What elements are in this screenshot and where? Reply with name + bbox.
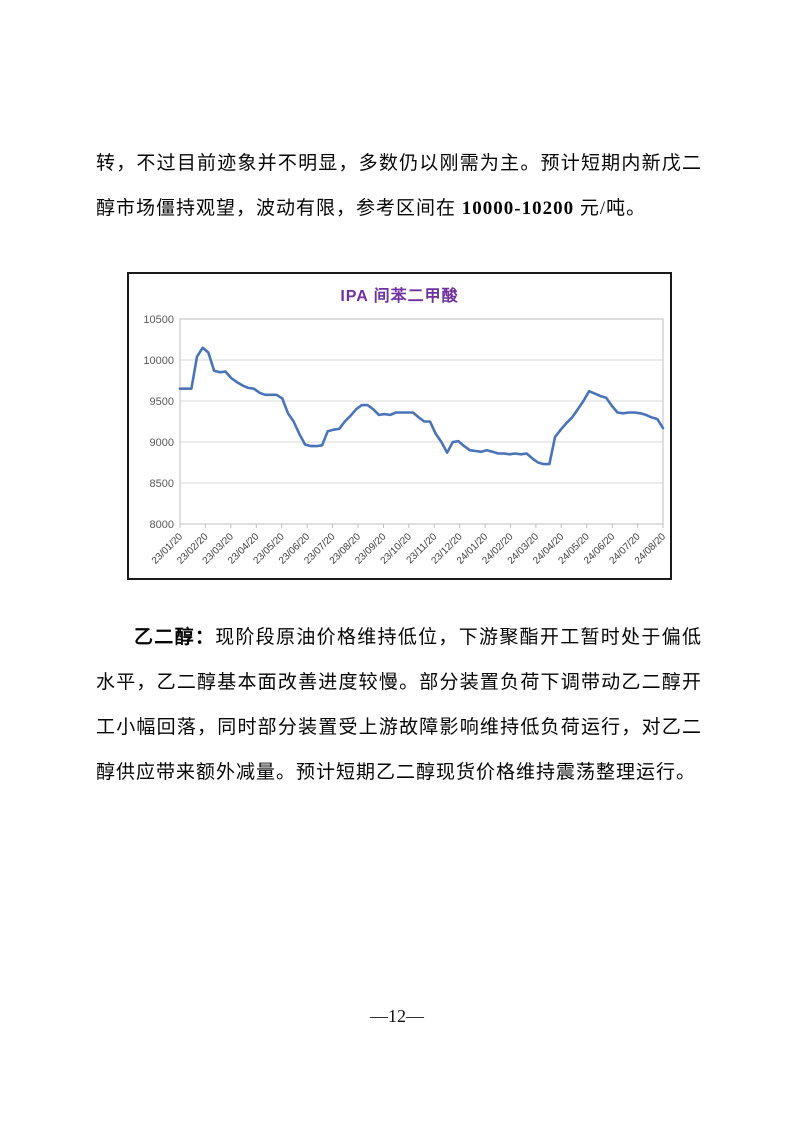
paragraph-meg: 乙二醇：现阶段原油价格维持低位，下游聚酯开工暂时处于偏低水平，乙二醇基本面改善进… <box>96 615 702 795</box>
y-axis-labels: 10500 10000 9500 9000 8500 8000 <box>143 314 174 531</box>
paragraph-top: 转，不过目前迹象并不明显，多数仍以刚需为主。预计短期内新戊二醇市场僵持观望，波动… <box>96 141 702 231</box>
price-range-value: 10000-10200 <box>461 198 575 219</box>
svg-text:10500: 10500 <box>143 314 174 326</box>
price-series-line <box>178 346 665 466</box>
ipa-price-chart: IPA 间苯二甲酸 10500 10000 9500 9000 8500 8000 23/0… <box>127 272 672 580</box>
paragraph-meg-body: 现阶段原油价格维持低位，下游聚酯开工暂时处于偏低水平，乙二醇基本面改善进度较慢。… <box>96 627 702 783</box>
svg-text:9500: 9500 <box>150 396 174 408</box>
plot-border <box>179 318 664 525</box>
x-axis-labels: 23/01/2023/02/2023/03/2023/04/2023/05/20… <box>150 531 669 567</box>
svg-text:8500: 8500 <box>150 478 174 490</box>
paragraph-top-text-post: 元/吨。 <box>574 198 647 219</box>
gridlines <box>180 318 663 525</box>
paragraph-meg-lead: 乙二醇： <box>134 627 216 648</box>
svg-text:10000: 10000 <box>143 355 174 367</box>
chart-title: IPA 间苯二甲酸 <box>340 288 459 305</box>
page-number: —12— <box>370 1006 424 1026</box>
chart-canvas: 10500 10000 9500 9000 8500 800023/01/2023/02/… <box>143 314 669 567</box>
svg-text:8000: 8000 <box>150 519 174 531</box>
svg-text:9000: 9000 <box>150 437 174 449</box>
x-axis-ticks <box>179 524 664 528</box>
paragraph-top-text-pre: 转，不过目前迹象并不明显，多数仍以刚需为主。预计短期内新戊二醇市场僵持观望，波动… <box>96 153 702 219</box>
